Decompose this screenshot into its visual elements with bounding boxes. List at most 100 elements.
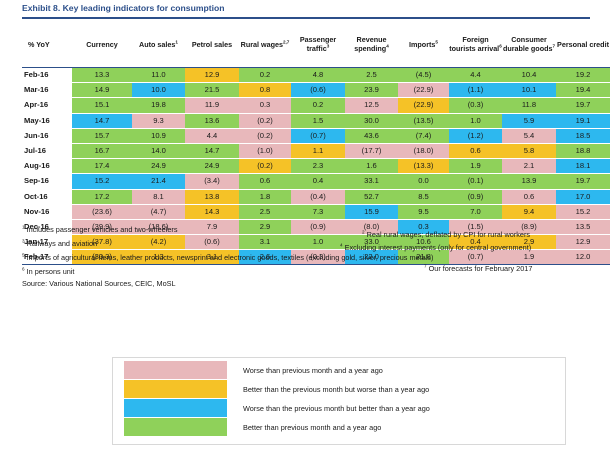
table-cell: 14.7: [72, 113, 132, 129]
table-cell: 0.6: [449, 143, 502, 160]
footnote-6: 6 In persons unit: [22, 267, 74, 276]
table-cell: 10.0: [132, 82, 185, 99]
row-label: Mar-16: [22, 82, 72, 99]
row-label: Sep-16: [22, 173, 72, 190]
table-cell: 0.8: [239, 82, 291, 99]
table-cell: (1.2): [449, 128, 502, 144]
table-cell: 15.7: [72, 128, 132, 144]
table-row: Jun-16 15.7 10.9 4.4 (0.2) (0.7) 43.6 (7.4) (1.2…: [22, 128, 610, 144]
column-header-footnote-marker: 3: [326, 43, 330, 49]
column-header-label: Revenue spending: [354, 35, 387, 53]
table-cell: 4.4: [185, 128, 239, 144]
footnote-5: 5 Imports of agricultural items, leather…: [22, 253, 433, 262]
row-label: Feb-16: [22, 67, 72, 84]
table-cell: 9.3: [132, 113, 185, 129]
table-row: Jan-17 (37.8) (4.2) (0.6) 3.1 1.0 33.0 10.6 0.4 2…: [22, 234, 610, 251]
table-row: Nov-16 (23.6) (4.7) 14.3 2.5 7.3 15.9 9.5 7.0 9.4…: [22, 204, 610, 220]
table-cell: 19.4: [556, 82, 610, 99]
column-header-1: Currency: [72, 21, 132, 68]
legend-item-yellow: Better than the previous month but worse…: [124, 380, 429, 398]
table-cell: (3.4): [185, 173, 239, 190]
column-header-label: Personal credit: [557, 39, 609, 49]
table-cell: (0.3): [291, 249, 345, 266]
legend-item-green: Better than previous month and a year ag…: [124, 418, 381, 436]
table-cell: 12.0: [556, 249, 610, 266]
table-cell: 0.0: [398, 173, 449, 190]
column-header-10: Personal credit: [556, 21, 610, 68]
table-cell: 10.6: [398, 234, 449, 251]
column-header-yoy: % YoY: [22, 21, 72, 68]
table-cell: (0.3): [449, 97, 502, 114]
footnote-1: 1 Includes passenger vehicles and two-wh…: [22, 225, 177, 234]
source-note: Source: Various National Sources, CEIC, …: [22, 279, 176, 288]
table-cell: 0.6: [502, 189, 556, 205]
row-label: Dec-16: [22, 219, 72, 236]
legend-label-pink: Worse than previous month and a year ago: [243, 365, 383, 375]
table-cell: 33.0: [345, 234, 398, 251]
table-cell: (0.7): [449, 249, 502, 266]
table-cell: (0.2): [239, 128, 291, 144]
legend-label-blue: Worse than the previous month but better…: [243, 403, 430, 413]
table-cell: (30.3): [72, 249, 132, 266]
exhibit-title: Exhibit 8. Key leading indicators for co…: [22, 3, 225, 13]
table-cell: 19.7: [556, 173, 610, 190]
table-cell: 18.1: [556, 158, 610, 175]
table-cell: 13.8: [185, 189, 239, 205]
table-cell: 22.0: [345, 249, 398, 266]
table-cell: 21.8: [398, 249, 449, 266]
legend-label-yellow: Better than the previous month but worse…: [243, 384, 430, 394]
footnote-3-text: Railways and aviation: [26, 239, 98, 248]
table-cell: (1.0): [239, 143, 291, 160]
table-cell: 18.8: [556, 143, 610, 160]
footnote-2-marker: 2: [362, 229, 365, 235]
column-header-label: Passenger traffic: [299, 35, 337, 53]
table-cell: 17.0: [556, 189, 610, 205]
table-cell: 1.9: [502, 249, 556, 266]
column-header-label: Rural wages: [240, 39, 283, 49]
row-label: Aug-16: [22, 158, 72, 175]
table-cell: 19.7: [556, 97, 610, 114]
table-cell: (1.5): [449, 219, 502, 236]
table-row: May-16 14.7 9.3 13.6 (0.2) 1.5 30.0 (13.5) 1.0 5.…: [22, 113, 610, 129]
column-header-6: Revenue spending4: [345, 21, 398, 68]
table-cell: 1.8: [239, 189, 291, 205]
footnote-2-text: Real rural wages; deflated by CPI for ru…: [366, 230, 531, 239]
column-header-footnote-marker: 1: [175, 39, 178, 45]
table-cell: 13.3: [72, 67, 132, 84]
table-cell: 10.4: [502, 67, 556, 84]
table-cell: 13.6: [185, 113, 239, 129]
table-cell: (0.1): [449, 173, 502, 190]
table-cell: 0.4: [291, 173, 345, 190]
table-cell: 18.5: [556, 128, 610, 144]
row-label: Jan-17: [22, 234, 72, 251]
table-cell: 33.1: [345, 173, 398, 190]
table-cell: 0.2: [291, 97, 345, 114]
table-cell: (0.4): [291, 189, 345, 205]
table-row: Jul-16 16.7 14.0 14.7 (1.0) 1.1 (17.7) (18.0) 0.…: [22, 143, 610, 160]
table-cell: 9.5: [398, 204, 449, 220]
table-cell: (4.7): [132, 204, 185, 220]
column-header-4: Rural wages2,7: [239, 21, 291, 68]
table-cell: 4.4: [449, 67, 502, 84]
table-cell: 19.2: [556, 67, 610, 84]
table-cell: (13.3): [398, 158, 449, 175]
table-cell: 1.6: [345, 158, 398, 175]
table-cell: 2.9: [239, 219, 291, 236]
table-cell: 2.5: [239, 204, 291, 220]
footnote-4-text: Excluding interest payments (only for ce…: [344, 243, 532, 252]
footnote-7-text: Our forecasts for February 2017: [428, 264, 533, 273]
table-cell: (7.4): [398, 128, 449, 144]
table-cell: 1.9: [449, 158, 502, 175]
legend-swatch-blue: [124, 399, 227, 417]
table-cell: 1.0: [291, 234, 345, 251]
legend-label-green: Better than previous month and a year ag…: [243, 422, 382, 432]
table-cell: 0.6: [239, 173, 291, 190]
table-cell: (0.9): [291, 219, 345, 236]
table-header: % YoY Currency Auto sales1 Petrol sales Rura…: [22, 21, 610, 68]
row-label: May-16: [22, 113, 72, 129]
footnote-2: 2 Real rural wages; deflated by CPI for …: [362, 230, 530, 239]
table-cell: 7.3: [291, 204, 345, 220]
column-header-footnote-marker: 5: [435, 39, 438, 45]
table-cell: 2.5: [345, 67, 398, 84]
table-row: Dec-16 (39.9) (18.6) 7.9 2.9 (0.9) (8.0) 0.3 (1.…: [22, 219, 610, 236]
